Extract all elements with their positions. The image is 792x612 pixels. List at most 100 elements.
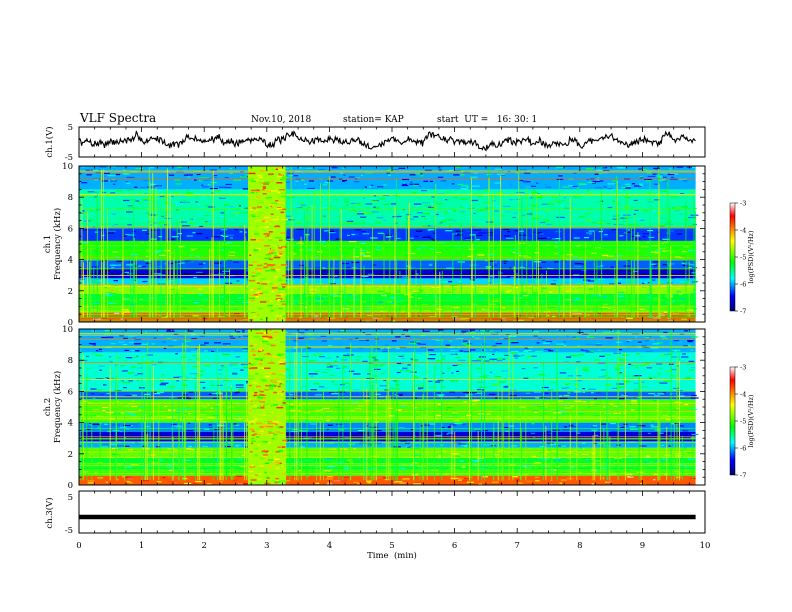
spectrogram-speckle xyxy=(652,399,657,402)
broadband-speckle xyxy=(270,168,276,171)
spectrogram-speckle xyxy=(603,234,608,236)
spectrogram-speckle xyxy=(225,302,228,304)
spectrogram-speckle xyxy=(314,428,321,430)
spectrogram-speckle xyxy=(429,423,436,425)
spectrogram-speckle xyxy=(531,191,538,194)
spectrogram-speckle xyxy=(609,283,616,285)
spectrogram-speckle xyxy=(535,280,541,282)
spectrogram-speckle xyxy=(409,237,414,239)
spectrogram-speckle xyxy=(671,393,678,395)
spectrogram-speckle xyxy=(134,186,138,188)
spectrogram-speckle xyxy=(471,199,478,202)
spectrogram-speckle xyxy=(683,261,687,263)
spectrogram-speckle xyxy=(160,225,164,227)
spectrogram-speckle xyxy=(343,174,346,176)
spectrogram-speckle xyxy=(216,234,225,236)
broadband-speckle xyxy=(251,437,254,440)
spectrogram-speckle xyxy=(300,446,305,448)
spectrogram-speckle xyxy=(159,195,165,198)
spectrogram-speckle xyxy=(623,380,631,383)
broadband-speckle xyxy=(282,279,285,281)
spectrogram-speckle xyxy=(340,386,349,388)
spectrogram-speckle xyxy=(596,392,600,394)
spectrogram-speckle xyxy=(652,279,656,281)
spectrogram-speckle xyxy=(618,360,626,362)
spectrogram-speckle xyxy=(309,289,316,291)
spectrogram-speckle xyxy=(229,172,233,174)
spectrogram-speckle xyxy=(335,238,342,240)
spectrogram-speckle xyxy=(323,246,327,248)
spectrogram-speckle xyxy=(597,221,604,223)
spectrogram-speckle xyxy=(519,180,524,182)
spectrogram-speckle xyxy=(378,318,383,320)
spectrogram-speckle xyxy=(155,380,160,382)
spectrogram-speckle xyxy=(334,360,337,362)
sferic-streak xyxy=(294,351,296,481)
spectrogram-speckle xyxy=(112,251,118,253)
spectrogram-speckle xyxy=(94,179,99,181)
spectrogram-speckle xyxy=(153,337,157,339)
spectrogram-speckle xyxy=(200,218,208,221)
spectrogram-speckle xyxy=(129,482,133,484)
spectrogram-speckle xyxy=(191,452,198,455)
broadband-speckle xyxy=(249,261,254,263)
spectrogram-speckle xyxy=(575,298,580,300)
spectrogram-speckle xyxy=(428,235,432,237)
spectrogram-speckle xyxy=(305,217,314,219)
spectrogram-speckle xyxy=(534,462,542,464)
spectrogram-speckle xyxy=(671,423,675,425)
broadband-speckle xyxy=(266,251,270,254)
broadband-speckle xyxy=(278,247,283,249)
ch2-spectrogram-image xyxy=(79,329,705,486)
sferic-streak xyxy=(469,340,470,481)
spectrogram-speckle xyxy=(428,298,435,300)
broadband-speckle xyxy=(250,271,256,274)
spectrogram-speckle xyxy=(487,276,495,278)
spectrogram-speckle xyxy=(433,336,437,338)
spectrogram-speckle xyxy=(469,278,477,280)
spectrogram-speckle xyxy=(315,482,320,484)
sferic-streak xyxy=(81,199,83,318)
spectrogram-speckle xyxy=(123,412,131,414)
spectrogram-speckle xyxy=(348,443,355,445)
broadband-speckle xyxy=(274,319,279,321)
spectrogram-speckle xyxy=(435,213,440,215)
spectrogram-speckle xyxy=(556,445,564,447)
spectrogram-speckle xyxy=(442,465,446,467)
spectrogram-speckle xyxy=(499,292,504,294)
spectrogram-speckle xyxy=(648,236,655,238)
spectrogram-speckle xyxy=(97,426,100,428)
spectrogram-speckle xyxy=(461,330,469,332)
spectrogram-speckle xyxy=(456,373,459,375)
spectrogram-speckle xyxy=(414,292,420,294)
spectrogram-speckle xyxy=(392,169,399,171)
spectrogram-speckle xyxy=(640,381,645,383)
spectrogram-speckle xyxy=(611,180,617,182)
spectrogram-speckle xyxy=(85,169,91,171)
spectrogram-speckle xyxy=(200,470,205,472)
spectrogram-speckle xyxy=(625,465,628,467)
spectrogram-speckle xyxy=(399,362,404,365)
spectrogram-speckle xyxy=(415,341,421,343)
spectrogram-speckle xyxy=(383,184,387,186)
broadband-speckle xyxy=(255,225,259,227)
spectrogram-speckle xyxy=(659,298,664,300)
spectrogram-speckle xyxy=(650,263,656,265)
spectrogram-speckle xyxy=(546,449,553,451)
spectrogram-speckle xyxy=(293,340,298,342)
spectrogram-speckle xyxy=(125,182,131,184)
spectrogram-speckle xyxy=(174,179,181,181)
sferic-streak xyxy=(135,256,137,318)
spectrogram-speckle xyxy=(596,266,604,268)
spectrogram-speckle xyxy=(556,292,560,294)
spectrogram-speckle xyxy=(650,424,654,426)
spectrogram-speckle xyxy=(483,360,490,362)
spectrogram-speckle xyxy=(563,282,571,284)
spectrogram-speckle xyxy=(688,301,693,303)
spectrogram-speckle xyxy=(634,367,639,369)
spectrogram-speckle xyxy=(547,483,553,485)
spectrogram-speckle xyxy=(315,435,319,437)
broadband-speckle xyxy=(264,216,270,219)
spectrogram-speckle xyxy=(657,281,664,283)
spectrogram-speckle xyxy=(504,385,509,387)
